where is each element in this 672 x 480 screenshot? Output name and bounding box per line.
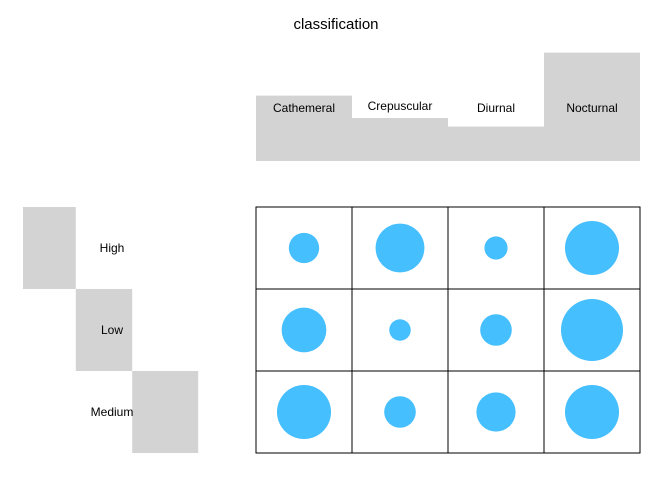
balloon-high-nocturnal bbox=[564, 220, 620, 276]
column-label-diurnal: Diurnal bbox=[477, 101, 515, 115]
column-bar-cathemeral bbox=[256, 95, 352, 161]
row-label-medium: Medium bbox=[91, 405, 134, 419]
row-marginal-bars bbox=[23, 207, 199, 453]
row-bar-low bbox=[75, 289, 133, 371]
row-label-low: Low bbox=[101, 323, 123, 337]
balloon-low-cathemeral bbox=[281, 307, 327, 353]
balloon-low-crepuscular bbox=[389, 319, 411, 341]
row-labels: High Low Medium bbox=[91, 241, 134, 419]
column-bar-crepuscular bbox=[352, 118, 448, 161]
balloon-medium-diurnal bbox=[476, 392, 516, 432]
chart-title: classification bbox=[293, 16, 378, 33]
balloon-high-diurnal bbox=[484, 236, 508, 260]
column-bar-diurnal bbox=[448, 126, 544, 161]
cell-medium-nocturnal bbox=[543, 370, 641, 454]
column-labels: Cathemeral Crepuscular Diurnal Nocturnal bbox=[273, 99, 618, 115]
balloon-medium-nocturnal bbox=[564, 384, 620, 440]
balloon-medium-crepuscular bbox=[384, 396, 416, 428]
balloon-medium-cathemeral bbox=[276, 384, 332, 440]
column-bar-nocturnal bbox=[544, 52, 640, 161]
column-label-nocturnal: Nocturnal bbox=[566, 101, 617, 115]
column-label-cathemeral: Cathemeral bbox=[273, 101, 335, 115]
row-label-high: High bbox=[100, 241, 125, 255]
row-bar-medium bbox=[132, 371, 199, 453]
column-label-crepuscular: Crepuscular bbox=[368, 99, 433, 113]
column-marginal-bars bbox=[256, 52, 640, 161]
balloon-high-crepuscular bbox=[375, 223, 425, 273]
balloon-low-nocturnal bbox=[561, 299, 623, 361]
balloon-low-diurnal bbox=[480, 314, 512, 346]
row-bar-high bbox=[23, 207, 76, 289]
balloons bbox=[276, 220, 623, 440]
cell-grid bbox=[255, 206, 641, 454]
balloon-high-cathemeral bbox=[288, 232, 320, 264]
